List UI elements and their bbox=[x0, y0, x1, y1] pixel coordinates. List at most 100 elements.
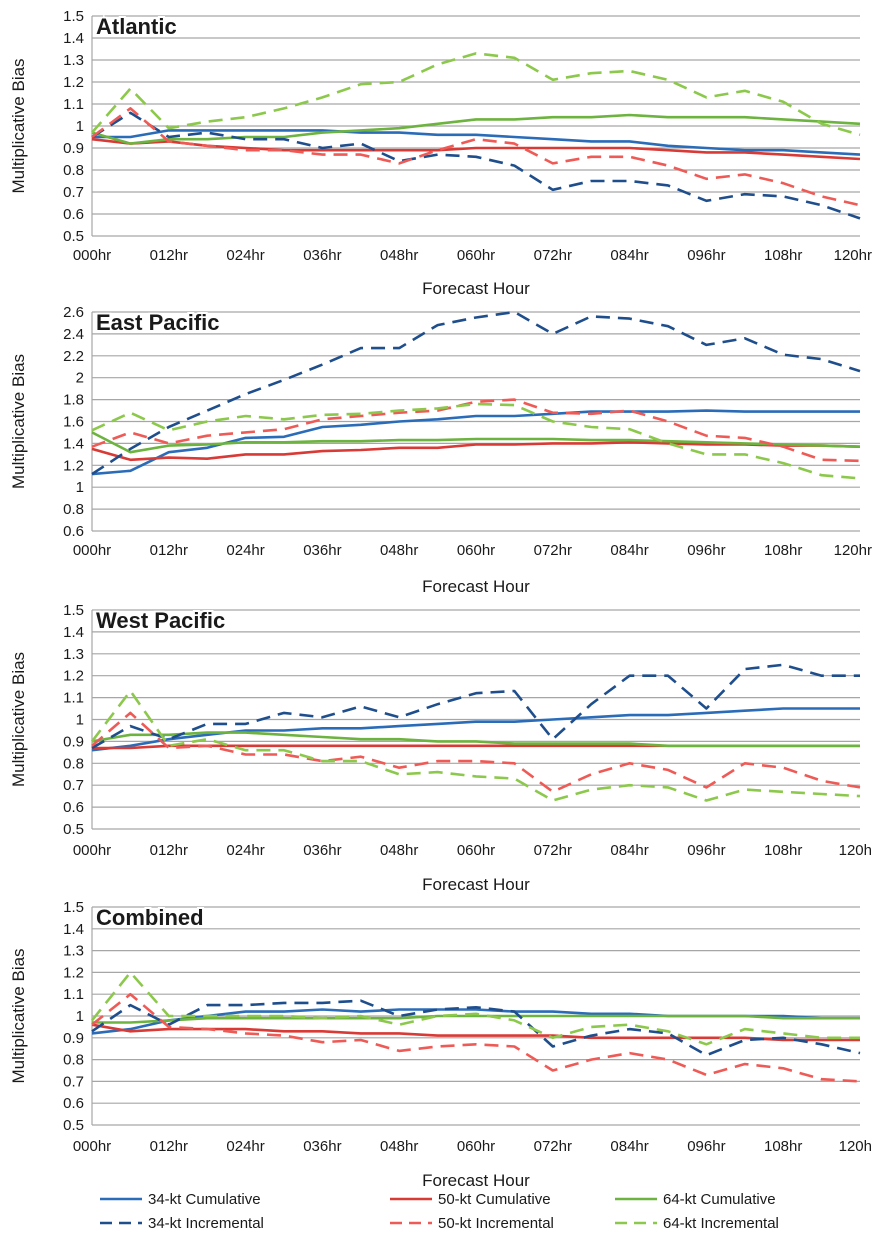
series-line-64-kt-cumulative bbox=[92, 1014, 860, 1024]
legend-label: 64-kt Cumulative bbox=[663, 1191, 776, 1208]
x-tick-label: 036hr bbox=[303, 247, 341, 264]
legend-item: 50-kt Cumulative bbox=[390, 1191, 551, 1208]
x-tick-label: 000hr bbox=[73, 542, 111, 559]
x-tick-label: 000hr bbox=[73, 1138, 111, 1155]
legend-label: 34-kt Cumulative bbox=[148, 1191, 261, 1208]
x-tick-label: 096hr bbox=[687, 842, 725, 859]
y-tick-label: 1.2 bbox=[63, 74, 84, 91]
y-tick-label: 0.7 bbox=[63, 777, 84, 794]
y-tick-label: 1.5 bbox=[63, 8, 84, 25]
series-line-50-kt-cumulative bbox=[91, 440, 861, 462]
y-tick-label: 1.5 bbox=[63, 602, 84, 619]
x-tick-label: 120hr bbox=[834, 247, 872, 264]
y-tick-label: 1.2 bbox=[63, 457, 84, 474]
y-tick-label: 2 bbox=[76, 370, 84, 387]
x-tick-label: 012hr bbox=[150, 247, 188, 264]
y-tick-label: 0.6 bbox=[63, 799, 84, 816]
panel-title: Combined bbox=[96, 905, 204, 930]
legend-item: 64-kt Cumulative bbox=[615, 1191, 776, 1208]
x-tick-label: 060hr bbox=[457, 247, 495, 264]
series-line-34-kt-incremental bbox=[91, 111, 861, 220]
series-line-64-kt-cumulative bbox=[91, 431, 861, 454]
x-tick-label: 048hr bbox=[380, 842, 418, 859]
y-tick-label: 0.8 bbox=[63, 501, 84, 518]
y-tick-label: 1.2 bbox=[63, 668, 84, 685]
x-tick-label: 072hr bbox=[534, 542, 572, 559]
panel-title: East Pacific bbox=[96, 310, 220, 335]
y-tick-label: 1.3 bbox=[63, 52, 84, 69]
legend-label: 50-kt Incremental bbox=[438, 1215, 554, 1232]
series-line-50-kt-incremental bbox=[91, 992, 861, 1083]
y-tick-label: 1.2 bbox=[63, 964, 84, 981]
y-tick-label: 1.8 bbox=[63, 392, 84, 409]
y-tick-label: 0.5 bbox=[63, 821, 84, 838]
y-tick-label: 0.8 bbox=[63, 755, 84, 772]
y-axis-title: Multiplicative Bias bbox=[9, 948, 28, 1083]
x-tick-label: 072hr bbox=[534, 247, 572, 264]
x-tick-label: 048hr bbox=[380, 542, 418, 559]
y-tick-label: 0.6 bbox=[63, 1095, 84, 1112]
x-tick-label: 108hr bbox=[764, 247, 802, 264]
y-tick-label: 1.4 bbox=[63, 435, 84, 452]
x-tick-label: 036hr bbox=[303, 842, 341, 859]
y-tick-label: 1.4 bbox=[63, 624, 84, 641]
y-tick-label: 0.8 bbox=[63, 162, 84, 179]
legend: 34-kt Cumulative 50-kt Cumulative 64-kt Cu… bbox=[100, 1191, 779, 1232]
y-tick-label: 0.9 bbox=[63, 733, 84, 750]
y-tick-label: 2.6 bbox=[63, 304, 84, 321]
y-tick-label: 1 bbox=[76, 479, 84, 496]
y-tick-label: 2.2 bbox=[63, 348, 84, 365]
y-tick-label: 1.3 bbox=[63, 646, 84, 663]
x-tick-label: 048hr bbox=[380, 1138, 418, 1155]
series-line-64-kt-incremental bbox=[90, 689, 861, 802]
y-tick-label: 0.6 bbox=[63, 523, 84, 540]
x-tick-label: 084hr bbox=[610, 1138, 648, 1155]
x-tick-label: 060hr bbox=[457, 542, 495, 559]
x-tick-label: 024hr bbox=[226, 842, 264, 859]
legend-item: 50-kt Incremental bbox=[390, 1215, 554, 1232]
panel-4: 0.5 0.6 0.7 0.8 0.9 1 1.1 1.2 1.3 1.4 1.5 000hr 012h… bbox=[9, 899, 872, 1190]
series-line-50-kt-incremental bbox=[91, 711, 861, 794]
x-tick-label: 096hr bbox=[687, 247, 725, 264]
x-tick-label: 096hr bbox=[687, 1138, 725, 1155]
x-tick-label: 024hr bbox=[226, 247, 264, 264]
legend-item: 34-kt Incremental bbox=[100, 1215, 264, 1232]
y-tick-label: 1 bbox=[76, 1008, 84, 1025]
x-tick-label: 108hr bbox=[764, 542, 802, 559]
series-line-50-kt-incremental bbox=[91, 398, 861, 463]
x-tick-label: 108hr bbox=[764, 1138, 802, 1155]
panel-title: West Pacific bbox=[96, 608, 225, 633]
series-line-64-kt-incremental bbox=[91, 402, 861, 480]
y-tick-label: 0.6 bbox=[63, 206, 84, 223]
x-tick-label: 084hr bbox=[610, 247, 648, 264]
x-tick-label: 120h bbox=[839, 1138, 872, 1155]
y-tick-label: 0.5 bbox=[63, 1117, 84, 1134]
y-tick-label: 1 bbox=[76, 118, 84, 135]
x-tick-label: 048hr bbox=[380, 247, 418, 264]
panel-3: 0.5 0.6 0.7 0.8 0.9 1 1.1 1.2 1.3 1.4 1.5 000hr 012h… bbox=[9, 602, 872, 894]
legend-item: 64-kt Incremental bbox=[615, 1215, 779, 1232]
x-tick-label: 024hr bbox=[226, 542, 264, 559]
x-tick-label: 084hr bbox=[610, 842, 648, 859]
x-tick-label: 060hr bbox=[457, 1138, 495, 1155]
y-tick-label: 1.6 bbox=[63, 414, 84, 431]
y-tick-label: 2.4 bbox=[63, 326, 84, 343]
y-tick-label: 1.3 bbox=[63, 943, 84, 960]
y-tick-label: 1.4 bbox=[63, 30, 84, 47]
panel-2: 0.6 0.8 1 1.2 1.4 1.6 1.8 2 2.2 2.4 2.6 000hr 012hr 0… bbox=[9, 304, 872, 596]
x-tick-label: 012hr bbox=[150, 842, 188, 859]
y-tick-label: 0.5 bbox=[63, 228, 84, 245]
series-line-64-kt-incremental bbox=[91, 52, 861, 137]
x-tick-label: 036hr bbox=[303, 1138, 341, 1155]
y-axis-title: Multiplicative Bias bbox=[9, 58, 28, 193]
x-tick-label: 012hr bbox=[150, 1138, 188, 1155]
panel-1: 0.5 0.6 0.7 0.8 0.9 1 1.1 1.2 1.3 1.4 1.5 000hr 012h… bbox=[9, 8, 872, 298]
x-axis-title: Forecast Hour bbox=[422, 1171, 530, 1190]
x-axis-title: Forecast Hour bbox=[422, 875, 530, 894]
series-line-64-kt-cumulative bbox=[91, 731, 860, 748]
series-line-34-kt-cumulative bbox=[91, 707, 860, 752]
y-tick-label: 1.4 bbox=[63, 921, 84, 938]
y-tick-label: 1.1 bbox=[63, 986, 84, 1003]
